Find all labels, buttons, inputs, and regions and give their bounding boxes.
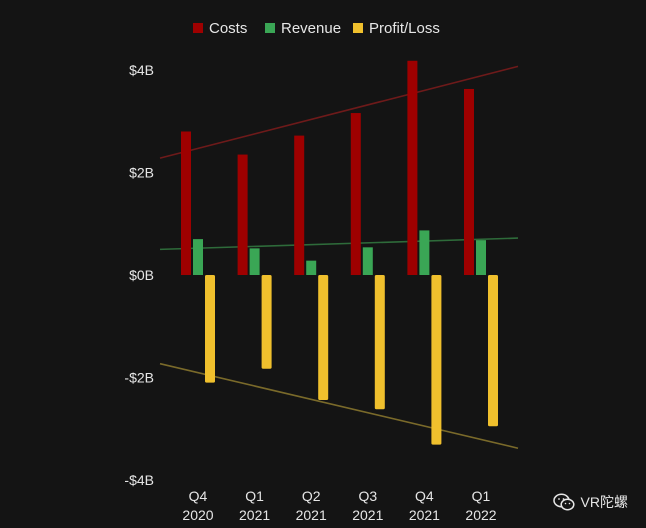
x-tick-label-3-1: 2021 bbox=[352, 507, 383, 523]
x-tick-label-4-0: Q4 bbox=[415, 488, 434, 504]
bar-2-0 bbox=[205, 275, 215, 383]
bar-1-3 bbox=[362, 247, 373, 275]
x-tick-label-0-0: Q4 bbox=[189, 488, 208, 504]
bar-0-2 bbox=[294, 135, 305, 275]
bar-0-0 bbox=[181, 131, 191, 275]
x-axis: Q4 2020 Q1 2021 Q2 2021 Q3 2021 Q4 2021 Q1 2022 bbox=[182, 488, 496, 523]
trendline-0 bbox=[159, 65, 519, 159]
chart-legend: Costs Revenue Profit/Loss bbox=[193, 20, 440, 37]
x-tick-label-2-1: 2021 bbox=[296, 507, 327, 523]
y-tick-label-1: $2B bbox=[129, 165, 154, 181]
bar-1-1 bbox=[249, 248, 260, 275]
x-tick-label-5-1: 2022 bbox=[465, 507, 496, 523]
y-tick-label-2: $0B bbox=[129, 267, 154, 283]
legend-label-0: Costs bbox=[209, 20, 247, 37]
x-tick-label-0-1: 2020 bbox=[182, 507, 213, 523]
bar-0-4 bbox=[407, 60, 418, 276]
x-tick-label-1-1: 2021 bbox=[239, 507, 270, 523]
trendline-2 bbox=[159, 362, 519, 450]
bar-2-1 bbox=[261, 275, 272, 369]
legend-label-1: Revenue bbox=[281, 20, 341, 37]
bar-2-3 bbox=[374, 275, 385, 410]
legend-swatch-2 bbox=[353, 23, 363, 33]
wechat-icon bbox=[552, 493, 575, 511]
watermark-text: VR陀螺 bbox=[580, 494, 628, 510]
bar-1-4 bbox=[419, 230, 430, 275]
legend-swatch-0 bbox=[193, 23, 203, 33]
legend-label-2: Profit/Loss bbox=[369, 20, 440, 37]
bar-0-1 bbox=[237, 154, 248, 275]
x-tick-label-5-0: Q1 bbox=[472, 488, 491, 504]
y-tick-label-0: $4B bbox=[129, 62, 154, 78]
bar-0-5 bbox=[464, 88, 474, 276]
bar-1-0 bbox=[193, 239, 203, 275]
y-tick-label-3: -$2B bbox=[124, 370, 154, 386]
bars bbox=[181, 60, 498, 445]
bar-1-2 bbox=[306, 260, 317, 275]
legend-swatch-1 bbox=[265, 23, 275, 33]
y-axis: $4B $2B $0B -$2B -$4B bbox=[124, 62, 154, 488]
bar-2-4 bbox=[431, 275, 442, 445]
watermark: VR陀螺 bbox=[552, 492, 628, 512]
bar-1-5 bbox=[476, 240, 486, 275]
x-tick-label-4-1: 2021 bbox=[409, 507, 440, 523]
x-tick-label-3-0: Q3 bbox=[358, 488, 377, 504]
y-tick-label-4: -$4B bbox=[124, 472, 154, 488]
trendlines bbox=[159, 65, 519, 450]
trendline-1 bbox=[159, 237, 519, 251]
x-tick-label-2-0: Q2 bbox=[302, 488, 321, 504]
bar-0-3 bbox=[350, 113, 361, 275]
bar-2-2 bbox=[318, 275, 329, 401]
x-tick-label-1-0: Q1 bbox=[245, 488, 264, 504]
bar-2-5 bbox=[488, 275, 498, 427]
